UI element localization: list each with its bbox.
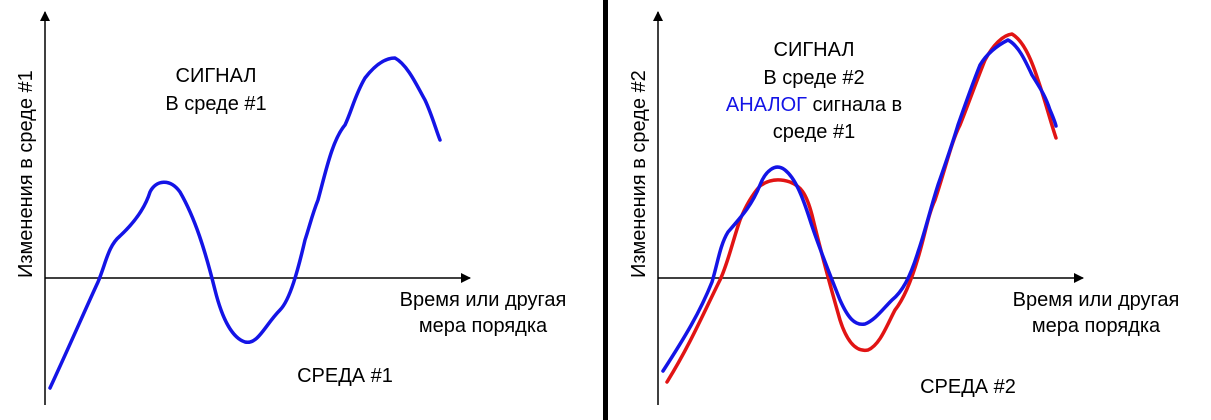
panel-divider: [603, 0, 608, 420]
x-axis-label-2b: мера порядка: [1032, 315, 1161, 337]
environment-label-2: СРЕДА #2: [920, 376, 1016, 398]
environment-label-1: СРЕДА #1: [297, 365, 393, 387]
x-axis-label-1a: Время или другая: [400, 289, 567, 311]
legend-signal-env-1: В среде #1: [165, 93, 266, 115]
signal-curve-env-1: [48, 56, 442, 390]
legend-analog-env: среде #1: [773, 121, 855, 143]
x-axis-label-1b: мера порядка: [419, 315, 548, 337]
legend-signal-word-1: СИГНАЛ: [176, 65, 257, 87]
panel-environment-1: Изменения в среде #1 Время или другая ме…: [15, 11, 567, 405]
y-axis-label-2: Изменения в среде #2: [628, 70, 650, 278]
legend-analog-word: АНАЛОГ: [726, 94, 807, 116]
analog-curve-env-1: [661, 38, 1058, 373]
legend-signal-env-2: В среде #2: [763, 67, 864, 89]
x-axis-label-2a: Время или другая: [1013, 289, 1180, 311]
legend-analog-line: АНАЛОГ сигнала в: [726, 94, 902, 116]
panel-environment-2: Изменения в среде #2 Время или другая ме…: [628, 11, 1180, 405]
signal-curve-env-2: [665, 32, 1058, 384]
legend-analog-rest: сигнала в: [807, 94, 902, 116]
y-axis-label-1: Изменения в среде #1: [15, 70, 37, 278]
legend-signal-word-2: СИГНАЛ: [774, 39, 855, 61]
